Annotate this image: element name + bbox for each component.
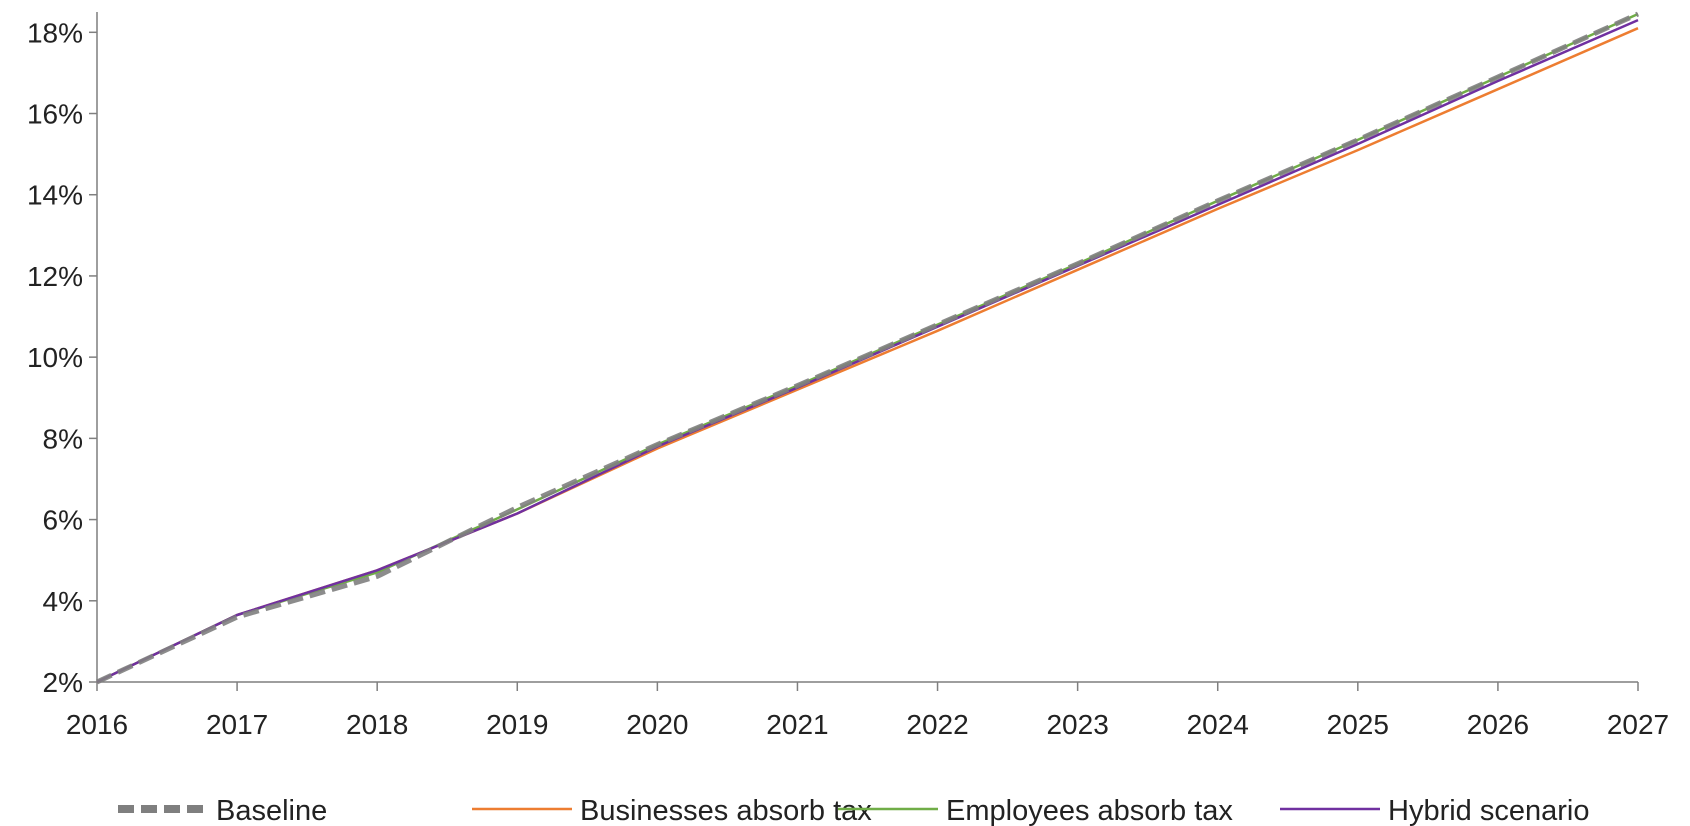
legend-label-hybrid-scenario: Hybrid scenario xyxy=(1388,795,1589,826)
y-tick-label: 2% xyxy=(43,667,83,698)
legend-label-baseline: Baseline xyxy=(216,795,327,826)
series-layer xyxy=(95,11,1640,685)
x-tick-label: 2020 xyxy=(626,709,688,740)
axes: 2% 4% 6% 8% 10% 12% 14% 16% 18% 2016 2017 2018 2019 2… xyxy=(27,12,1669,740)
y-tick-label: 18% xyxy=(27,17,83,48)
x-tick-label: 2019 xyxy=(486,709,548,740)
legend-label-employees-absorb-tax: Employees absorb tax xyxy=(946,795,1233,826)
x-tick-label: 2021 xyxy=(766,709,828,740)
x-tick-label: 2025 xyxy=(1327,709,1389,740)
y-tick-label: 6% xyxy=(43,505,83,536)
y-tick-label: 4% xyxy=(43,586,83,617)
x-tick-label: 2022 xyxy=(906,709,968,740)
y-tick-label: 12% xyxy=(27,261,83,292)
y-tick-label: 16% xyxy=(27,99,83,130)
x-tick-label: 2027 xyxy=(1607,709,1669,740)
legend: Baseline Businesses absorb tax Employees a… xyxy=(118,795,1589,826)
legend-label-businesses-absorb-tax: Businesses absorb tax xyxy=(580,795,872,826)
x-tick-label: 2023 xyxy=(1046,709,1108,740)
y-tick-label: 8% xyxy=(43,423,83,454)
series-line-employees-absorb-tax xyxy=(96,12,1639,684)
x-tick-label: 2017 xyxy=(206,709,268,740)
x-tick-label: 2024 xyxy=(1187,709,1249,740)
series-line-baseline xyxy=(95,11,1640,685)
y-tick-label: 14% xyxy=(27,180,83,211)
x-tick-label: 2018 xyxy=(346,709,408,740)
x-tick-label: 2026 xyxy=(1467,709,1529,740)
y-tick-label: 10% xyxy=(27,342,83,373)
x-tick-label: 2016 xyxy=(66,709,128,740)
